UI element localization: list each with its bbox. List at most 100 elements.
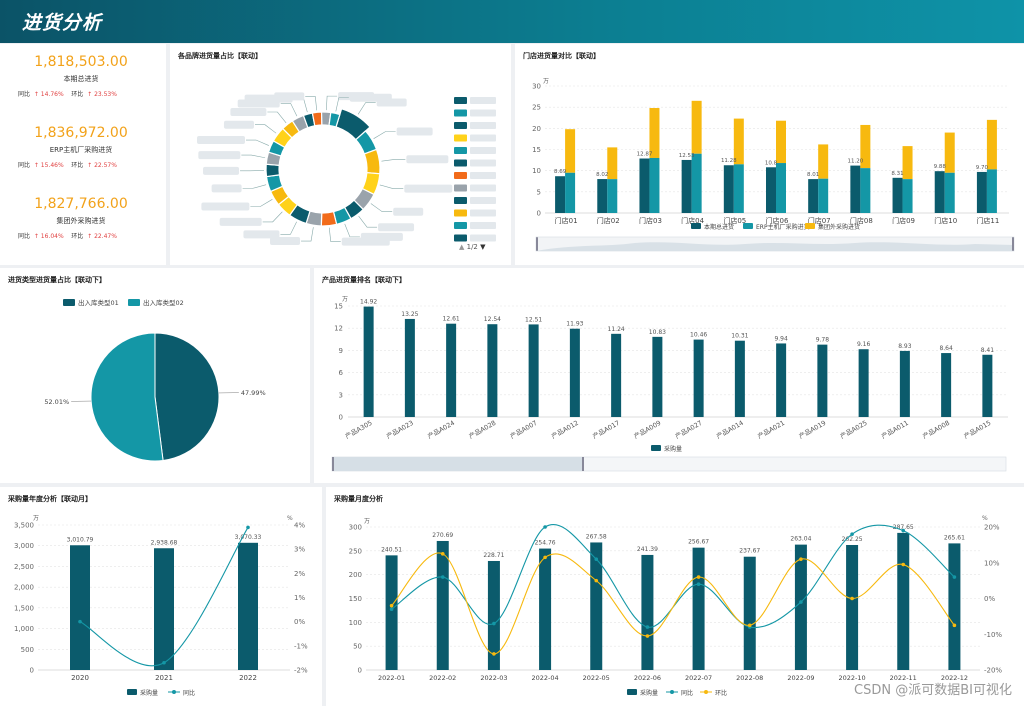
- pager-prev-icon[interactable]: ▲: [459, 243, 465, 251]
- bar: [941, 353, 952, 417]
- year-combo-chart[interactable]: 0 500 1,000 1,500 2,000 2,500 3,000 3,500 -2% -1%…: [0, 487, 322, 706]
- page-title: 进货分析: [22, 12, 103, 34]
- donut-slice[interactable]: [311, 111, 323, 127]
- data-label: 14.92: [360, 299, 377, 306]
- data-label: 10.31: [731, 333, 748, 340]
- pager-text: 1/2: [466, 243, 478, 251]
- y2-tick-label: -2%: [294, 667, 308, 675]
- x-tick-label: 产品A027: [673, 418, 703, 441]
- slice-label-blurred: [230, 108, 267, 117]
- line-point: [901, 528, 906, 533]
- legend-label: 采购量: [140, 689, 158, 697]
- line-point: [162, 660, 166, 665]
- donut-slice[interactable]: [363, 148, 381, 175]
- slice-label-blurred: [349, 93, 392, 102]
- x-tick-label: 门店05: [723, 216, 746, 225]
- type-pie-chart[interactable]: 出入库类型01 出入库类型02 47.99% 52.01%: [0, 268, 310, 483]
- leader-line: [328, 227, 341, 242]
- bar-total: [850, 165, 861, 213]
- store-chart-panel: 门店进货量对比【联动】 0 5 10 15 20 25 30 万 8.69 门店01 8.02 门店0…: [515, 44, 1024, 265]
- mom-value: ↑ 22.47%: [87, 233, 117, 240]
- y-tick-label: 150: [349, 595, 362, 603]
- kpi-value: 1,827,766.00: [34, 196, 128, 212]
- data-label: 9.70: [976, 165, 989, 171]
- year-chart-panel: 采购量年度分析【联动月】 0 500 1,000 1,500 2,000 2,500 3,0…: [0, 487, 322, 706]
- x-tick-label: 产品A024: [426, 418, 456, 441]
- bar: [238, 542, 258, 670]
- store-bar-chart[interactable]: 0 5 10 15 20 25 30万 8.69 门店01 8.02 门店02 12.87 门店03 12…: [515, 44, 1024, 265]
- leader-line: [379, 184, 404, 189]
- bar: [734, 340, 745, 417]
- legend-label-blurred: [470, 147, 496, 154]
- bar-total: [723, 165, 734, 213]
- bar-total: [639, 158, 650, 213]
- line-point: [799, 600, 803, 604]
- slice-label-blurred: [270, 237, 301, 246]
- bar-total: [934, 171, 945, 213]
- x-tick-label: 门店11: [976, 216, 999, 225]
- legend-label: 采购量: [640, 689, 658, 697]
- donut-slice[interactable]: [328, 111, 341, 128]
- panel-title: 产品进货量排名【联动下】: [322, 276, 406, 284]
- x-tick-label: 2022: [239, 674, 257, 682]
- kpi-label: 集团外采购进货: [56, 217, 106, 225]
- x-tick-label: 产品A009: [632, 418, 662, 441]
- donut-slice[interactable]: [320, 210, 338, 227]
- bar-external: [733, 118, 744, 165]
- panel-title: 进货类型进货量占比【联动下】: [8, 276, 106, 284]
- bar-total: [555, 176, 566, 213]
- month-combo-chart[interactable]: 0 50 100 150 200 250 300 -20% -10% 0% 10% 20% 240.51…: [326, 487, 1024, 706]
- leader-line: [358, 215, 378, 228]
- line-point: [543, 555, 547, 560]
- bar: [846, 544, 859, 670]
- legend-swatch: [128, 299, 140, 306]
- legend-label: 集团外采购进货: [818, 223, 860, 231]
- data-label: 13.25: [401, 311, 418, 318]
- donut-slice[interactable]: [265, 163, 281, 178]
- bar: [641, 554, 654, 670]
- line-point: [696, 575, 701, 579]
- x-tick-label: 产品A025: [838, 418, 868, 441]
- legend-label-blurred: [470, 222, 496, 229]
- slice-label-blurred: [211, 184, 242, 193]
- legend-swatch: [651, 445, 661, 451]
- x-tick-label: 2021: [155, 674, 173, 682]
- y2-tick-label: 20%: [984, 524, 1000, 532]
- data-label: 12.51: [525, 316, 542, 323]
- bar: [539, 548, 552, 670]
- data-label: 9.78: [816, 337, 830, 344]
- pager-next-icon[interactable]: ▼: [480, 243, 486, 251]
- y-tick-label: 15: [532, 146, 541, 154]
- data-label: 228.71: [483, 552, 504, 559]
- x-tick-label: 2022-01: [378, 674, 405, 682]
- pie-slice[interactable]: [90, 332, 164, 462]
- legend-label: 出入库类型01: [78, 298, 119, 307]
- bar: [611, 333, 622, 417]
- legend-label-blurred: [470, 172, 496, 179]
- bar: [404, 318, 415, 417]
- leader-line: [254, 124, 277, 134]
- x-tick-label: 2022-04: [531, 674, 558, 682]
- y-unit-label: 万: [33, 515, 39, 522]
- y-tick-label: 5: [537, 188, 541, 196]
- kpi-panel: 1,818,503.00 本期总进货 同比 ↑ 14.76% 环比 ↑ 23.5…: [0, 44, 166, 265]
- bar: [693, 339, 704, 417]
- legend-pager[interactable]: ▲ 1/2 ▼: [459, 243, 486, 251]
- bar-total: [597, 179, 608, 213]
- leader-line: [262, 211, 283, 223]
- data-label: 287.65: [893, 524, 914, 531]
- bar-erp: [902, 179, 913, 213]
- line-point: [389, 607, 394, 612]
- legend-label-blurred: [470, 134, 496, 142]
- kpi-label: ERP主机厂采购进货: [49, 146, 113, 154]
- x-tick-label: 2022-07: [685, 674, 712, 682]
- y-tick-label: 250: [349, 547, 362, 555]
- leader-line: [373, 131, 396, 139]
- product-bar-chart[interactable]: 万 0 3 6 9 12 15 14.92 产品A305 13.25 产品A023 12.61 产品A0…: [314, 268, 1024, 483]
- pie-slice[interactable]: [154, 332, 220, 462]
- line-point: [850, 596, 854, 601]
- legend-swatch: [454, 109, 467, 117]
- data-label: 12.54: [484, 316, 501, 323]
- bar-external: [565, 129, 576, 173]
- brand-donut-chart[interactable]: [170, 44, 511, 265]
